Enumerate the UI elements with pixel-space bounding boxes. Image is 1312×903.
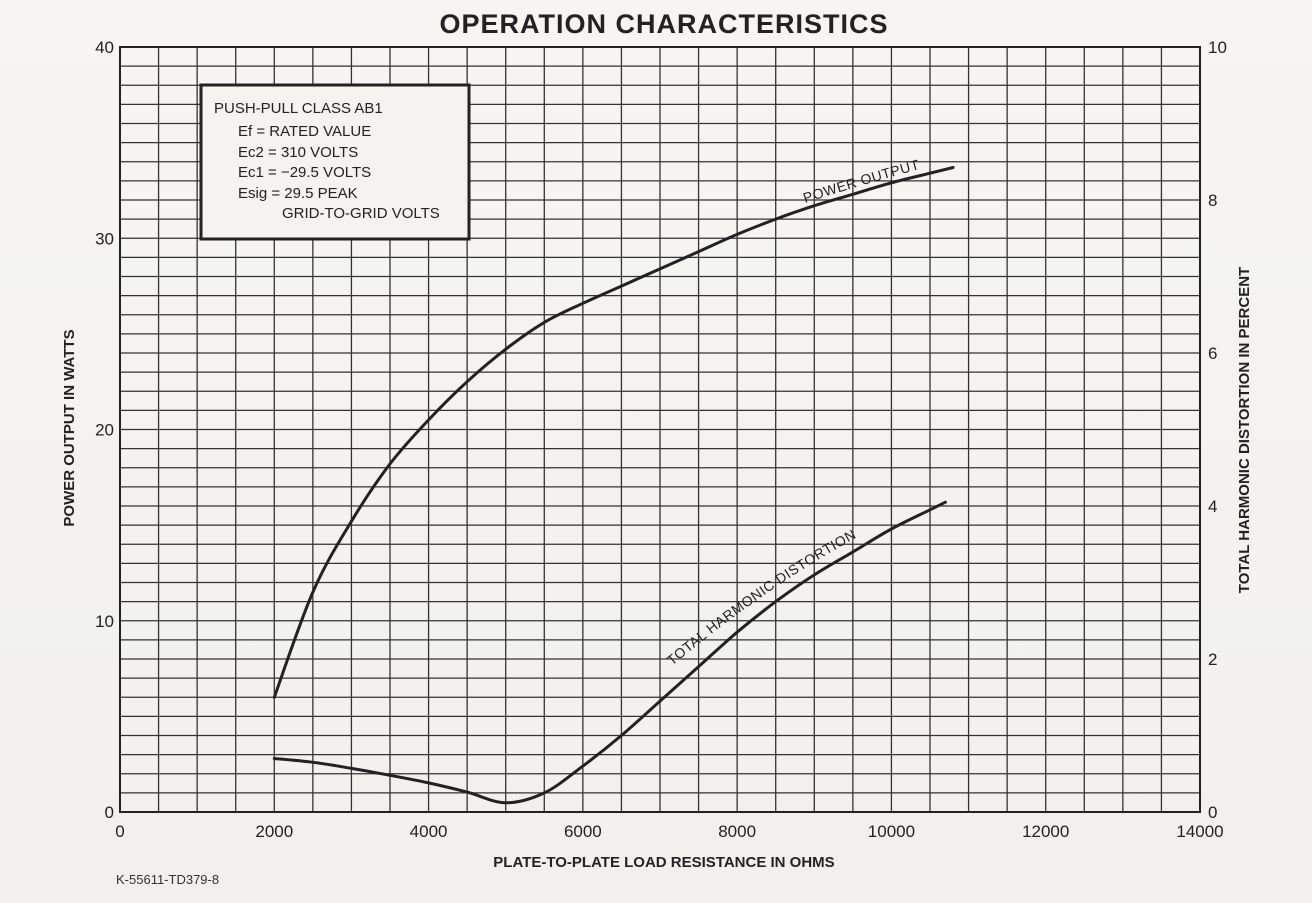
series-group	[272, 166, 955, 805]
y2-tick-label: 4	[1208, 497, 1217, 516]
x-tick-label: 0	[115, 822, 124, 841]
x-tick-label: 12000	[1022, 822, 1069, 841]
conditions-line-4: Ec1 = −29.5 VOLTS	[238, 164, 371, 181]
y-tick-label: 30	[95, 229, 114, 248]
y2-tick-label: 2	[1208, 650, 1217, 669]
x-tick-label: 10000	[868, 822, 915, 841]
x-tick-label: 4000	[410, 822, 448, 841]
plot-frame	[119, 46, 1201, 813]
y2-tick-label: 6	[1208, 344, 1217, 363]
x-tick-label: 6000	[564, 822, 602, 841]
conditions-line-6: GRID-TO-GRID VOLTS	[282, 205, 440, 222]
power-output-curve	[272, 166, 955, 699]
x-tick-label: 14000	[1176, 822, 1223, 841]
x-axis-label: PLATE-TO-PLATE LOAD RESISTANCE IN OHMS	[493, 854, 834, 871]
conditions-line-5: Esig = 29.5 PEAK	[238, 185, 358, 202]
thd-label-text: TOTAL HARMONIC DISTORTION	[664, 526, 858, 668]
thd-curve	[272, 500, 947, 805]
thd-curve-label: TOTAL HARMONIC DISTORTION	[664, 526, 859, 668]
conditions-line-1: PUSH-PULL CLASS AB1	[214, 100, 383, 117]
x-tick-label: 8000	[718, 822, 756, 841]
y2-tick-label: 8	[1208, 191, 1217, 210]
footer-code: K-55611-TD379-8	[116, 872, 219, 887]
chart-title: OPERATION CHARACTERISTICS	[439, 9, 888, 39]
x-tick-label: 2000	[255, 822, 293, 841]
y2-tick-label: 0	[1208, 803, 1217, 822]
conditions-line-3: Ec2 = 310 VOLTS	[238, 144, 358, 161]
y2-axis-label: TOTAL HARMONIC DISTORTION IN PERCENT	[1236, 267, 1253, 593]
conditions-box-frame	[199, 83, 471, 241]
y2-tick-label: 10	[1208, 38, 1227, 57]
y-tick-label: 10	[95, 612, 114, 631]
conditions-line-2: Ef = RATED VALUE	[238, 123, 371, 140]
y-tick-label: 40	[95, 38, 114, 57]
y-axis-label: POWER OUTPUT IN WATTS	[61, 329, 78, 526]
conditions-box: PUSH-PULL CLASS AB1 Ef = RATED VALUE Ec2…	[199, 83, 471, 241]
y-tick-label: 0	[105, 803, 114, 822]
tick-labels: 0 2000 4000 6000 8000 10000 12000 1400001020304…	[95, 38, 1227, 841]
y-tick-label: 20	[95, 421, 114, 440]
